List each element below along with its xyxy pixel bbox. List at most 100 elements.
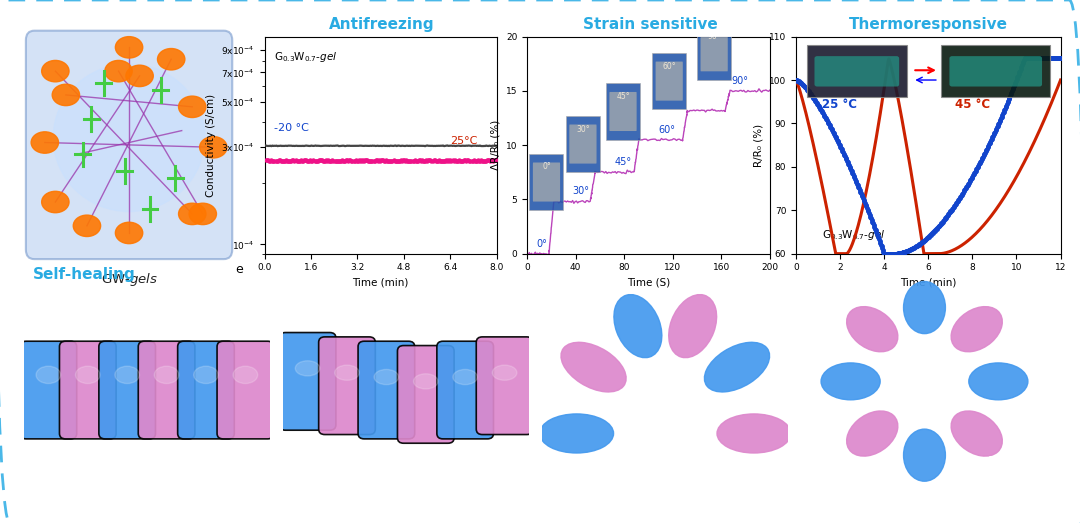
Text: G$_{0.3}$W$_{0.7}$-$\it{gel}$: G$_{0.3}$W$_{0.7}$-$\it{gel}$ <box>823 229 886 243</box>
Text: 90°: 90° <box>731 76 748 86</box>
Ellipse shape <box>951 306 1002 352</box>
Text: 90°: 90° <box>707 32 721 41</box>
Text: (iii): (iii) <box>552 283 571 297</box>
FancyBboxPatch shape <box>319 337 376 435</box>
Ellipse shape <box>105 61 132 82</box>
FancyBboxPatch shape <box>99 341 156 439</box>
Ellipse shape <box>414 374 438 389</box>
Ellipse shape <box>969 363 1028 400</box>
Text: 30°: 30° <box>572 186 589 196</box>
Text: G$_{0.2}$W$_{0.8}$-$\it{gel}$: G$_{0.2}$W$_{0.8}$-$\it{gel}$ <box>41 459 108 473</box>
Text: Antifreezing: Antifreezing <box>328 17 434 32</box>
Text: G$_{0.3}$W$_{0.7}$-$\it{gel}$: G$_{0.3}$W$_{0.7}$-$\it{gel}$ <box>274 50 337 64</box>
FancyBboxPatch shape <box>814 56 900 86</box>
FancyBboxPatch shape <box>217 341 273 439</box>
X-axis label: Time (min): Time (min) <box>900 278 957 288</box>
Ellipse shape <box>53 64 205 211</box>
Ellipse shape <box>154 366 179 383</box>
Y-axis label: Conductivity (S/cm): Conductivity (S/cm) <box>206 94 216 197</box>
Text: Self-healing: Self-healing <box>32 267 135 282</box>
Ellipse shape <box>31 132 58 153</box>
Text: 60°: 60° <box>662 62 676 71</box>
FancyBboxPatch shape <box>569 124 596 164</box>
FancyBboxPatch shape <box>177 341 234 439</box>
Ellipse shape <box>453 369 477 384</box>
Ellipse shape <box>193 366 218 383</box>
Ellipse shape <box>178 96 206 118</box>
Text: 45 °C: 45 °C <box>955 98 990 111</box>
FancyBboxPatch shape <box>21 341 77 439</box>
FancyBboxPatch shape <box>656 62 683 100</box>
Ellipse shape <box>158 49 185 70</box>
FancyBboxPatch shape <box>529 154 564 210</box>
Text: 30°: 30° <box>576 124 590 133</box>
FancyBboxPatch shape <box>701 32 728 71</box>
Ellipse shape <box>295 361 320 376</box>
FancyBboxPatch shape <box>609 92 636 131</box>
FancyBboxPatch shape <box>476 337 532 435</box>
FancyBboxPatch shape <box>949 56 1042 86</box>
Ellipse shape <box>114 366 139 383</box>
Ellipse shape <box>847 411 897 456</box>
Ellipse shape <box>233 366 258 383</box>
Y-axis label: R/R₀ (%): R/R₀ (%) <box>754 123 764 167</box>
FancyBboxPatch shape <box>566 116 600 172</box>
Ellipse shape <box>847 306 897 352</box>
Ellipse shape <box>42 61 69 82</box>
FancyBboxPatch shape <box>807 46 907 97</box>
Text: 1 cm: 1 cm <box>988 456 1014 466</box>
Text: e: e <box>235 263 243 276</box>
FancyBboxPatch shape <box>532 163 561 201</box>
Ellipse shape <box>951 411 1002 456</box>
Text: (iv): (iv) <box>811 283 831 297</box>
Text: GW-$\it{gels}$: GW-$\it{gels}$ <box>100 271 158 288</box>
FancyBboxPatch shape <box>397 346 454 443</box>
Ellipse shape <box>52 84 80 106</box>
Ellipse shape <box>126 65 153 87</box>
Text: 60°: 60° <box>659 125 675 135</box>
Text: Thermoresponsive: Thermoresponsive <box>849 17 1009 32</box>
Ellipse shape <box>335 365 360 380</box>
Ellipse shape <box>492 365 517 380</box>
FancyBboxPatch shape <box>138 341 194 439</box>
FancyBboxPatch shape <box>942 46 1050 97</box>
Ellipse shape <box>200 137 227 158</box>
Text: (i): (i) <box>33 283 46 297</box>
Ellipse shape <box>189 203 216 224</box>
FancyBboxPatch shape <box>698 24 731 80</box>
FancyBboxPatch shape <box>436 341 494 439</box>
Ellipse shape <box>613 294 662 358</box>
Ellipse shape <box>116 222 143 244</box>
Ellipse shape <box>73 215 100 236</box>
FancyBboxPatch shape <box>606 83 640 140</box>
X-axis label: Time (min): Time (min) <box>352 278 409 288</box>
Text: 45°: 45° <box>617 92 630 101</box>
Ellipse shape <box>178 203 206 224</box>
Y-axis label: ΔR/R₀ (%): ΔR/R₀ (%) <box>490 120 500 170</box>
Ellipse shape <box>704 343 770 392</box>
Ellipse shape <box>561 343 626 392</box>
FancyBboxPatch shape <box>652 53 686 109</box>
Text: 0°: 0° <box>537 239 548 249</box>
Text: -20 °C: -20 °C <box>274 123 309 133</box>
FancyBboxPatch shape <box>59 341 117 439</box>
Ellipse shape <box>42 191 69 213</box>
Ellipse shape <box>821 363 880 400</box>
Ellipse shape <box>540 414 613 453</box>
Ellipse shape <box>116 37 143 58</box>
Ellipse shape <box>717 414 791 453</box>
Ellipse shape <box>669 294 717 358</box>
Text: 45°: 45° <box>615 157 632 167</box>
X-axis label: Time (S): Time (S) <box>626 278 671 288</box>
Ellipse shape <box>374 369 399 384</box>
Text: 0°: 0° <box>542 163 551 172</box>
Ellipse shape <box>904 429 945 481</box>
FancyBboxPatch shape <box>359 341 415 439</box>
Text: 25 °C: 25 °C <box>823 98 858 111</box>
Text: (ii): (ii) <box>293 283 309 297</box>
Ellipse shape <box>36 366 60 383</box>
FancyBboxPatch shape <box>26 31 232 259</box>
Text: 25°C: 25°C <box>450 136 477 146</box>
Ellipse shape <box>904 281 945 334</box>
FancyBboxPatch shape <box>280 333 336 430</box>
